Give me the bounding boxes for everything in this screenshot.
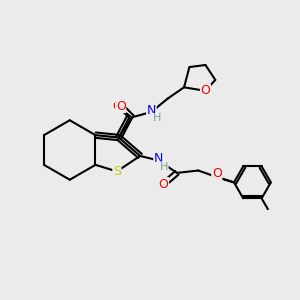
Text: S: S <box>113 165 121 178</box>
Text: O: O <box>112 100 122 113</box>
Text: N: N <box>147 104 156 117</box>
Text: O: O <box>212 167 222 180</box>
Text: N: N <box>154 152 163 165</box>
Text: O: O <box>200 84 210 98</box>
Text: O: O <box>116 100 126 112</box>
Text: H: H <box>160 162 168 172</box>
Text: O: O <box>159 178 169 191</box>
Text: H: H <box>152 113 161 124</box>
